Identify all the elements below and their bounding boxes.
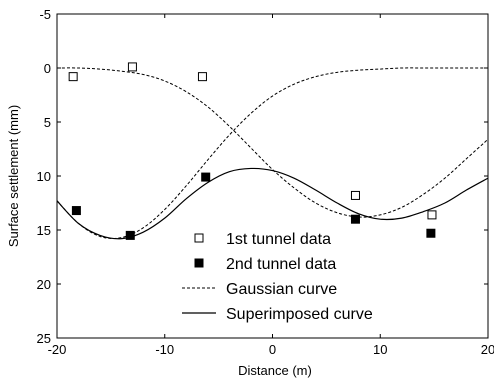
tunnel2-data-point	[426, 228, 436, 238]
legend-entry-label: Gaussian curve	[226, 281, 337, 298]
x-tick-label: 0	[269, 342, 276, 357]
tunnel2-data-point	[350, 214, 360, 224]
gaussian-curve-line	[56, 67, 489, 218]
ticks: -20 -10 0 10 20 -5 0 5 10 15 20 25	[37, 7, 494, 357]
tunnel1-data-point	[68, 72, 78, 82]
y-axis-label: Surface settlement (mm)	[6, 105, 21, 247]
legend-entry-label: 1st tunnel data	[226, 231, 331, 248]
x-tick-label: -10	[155, 342, 174, 357]
x-tick-label: 20	[481, 342, 494, 357]
tunnel2-data-point	[71, 206, 81, 216]
tunnel1-data-point	[197, 72, 207, 82]
y-tick-label: 25	[37, 331, 51, 346]
tunnel2-data-point	[125, 230, 135, 240]
y-tick-label: 0	[44, 61, 51, 76]
y-tick-label: 20	[37, 277, 51, 292]
y-tick-label: 5	[44, 115, 51, 130]
legend: 1st tunnel data 2nd tunnel data Gaussian c…	[182, 231, 373, 323]
legend-tunnel1-swatch	[194, 233, 204, 243]
tunnel1-data-point	[427, 210, 437, 220]
x-axis-label: Distance (m)	[238, 363, 312, 378]
legend-entry-label: Superimposed curve	[226, 306, 373, 323]
curves	[56, 67, 489, 240]
x-tick-label: 10	[373, 342, 387, 357]
tunnel1-data-point	[127, 62, 137, 72]
legend-tunnel2-swatch	[194, 258, 204, 268]
y-tick-label: -5	[39, 7, 51, 22]
tunnel2-data-point	[201, 172, 211, 182]
gaussian-curve-line	[56, 67, 488, 239]
tunnel1-data-point	[350, 190, 360, 200]
x-tick-label: -20	[48, 342, 67, 357]
markers	[68, 62, 437, 240]
legend-entry-label: 2nd tunnel data	[226, 256, 336, 273]
y-tick-label: 10	[37, 169, 51, 184]
superimposed-curve-line	[56, 167, 489, 240]
y-tick-label: 15	[37, 223, 51, 238]
